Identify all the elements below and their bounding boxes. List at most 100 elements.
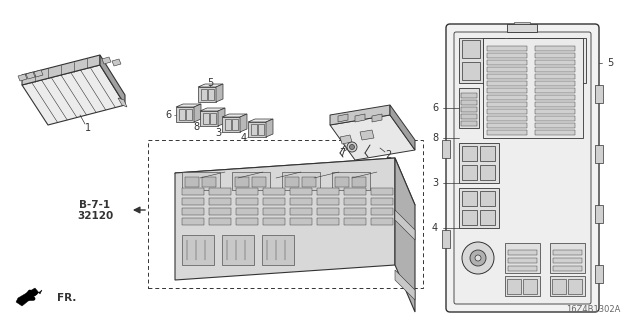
Bar [480,165,495,180]
Polygon shape [395,270,415,300]
Bar [480,210,495,225]
Polygon shape [222,114,247,117]
Bar [535,130,575,135]
Circle shape [462,242,494,274]
Polygon shape [198,84,223,87]
Bar [317,208,339,215]
Polygon shape [360,130,374,140]
Bar [535,95,575,100]
Bar [461,114,477,119]
Bar [302,177,316,187]
Bar [210,113,216,124]
Bar [507,279,521,294]
Bar [487,102,527,107]
Polygon shape [338,114,348,122]
Bar [483,62,501,80]
Bar [442,230,450,248]
Bar [290,188,312,195]
Bar [182,188,204,195]
Bar [507,24,537,32]
Bar [317,188,339,195]
Bar [290,208,312,215]
Polygon shape [218,108,225,126]
Bar [462,40,480,58]
Polygon shape [390,105,415,150]
Bar [371,218,393,225]
Bar [523,279,537,294]
Text: 3: 3 [215,128,221,138]
Bar [487,46,527,51]
Bar [344,208,366,215]
Text: 3: 3 [432,178,438,188]
Bar [182,235,214,265]
Bar [225,119,231,130]
Polygon shape [18,74,27,81]
Bar [512,43,582,48]
Circle shape [349,145,355,149]
Bar [512,51,582,56]
Bar [462,146,477,161]
Bar [459,38,504,83]
Text: 6: 6 [165,110,171,120]
Bar [263,198,285,205]
Bar [535,88,575,93]
Bar [371,188,393,195]
Bar [209,208,231,215]
Polygon shape [340,135,352,144]
Bar [487,81,527,86]
Polygon shape [118,98,127,107]
Text: 5: 5 [607,58,613,68]
Bar [462,210,477,225]
Polygon shape [176,104,201,107]
Bar [209,188,231,195]
Bar [209,218,231,225]
Bar [262,235,294,265]
Text: B-7-1: B-7-1 [79,200,111,210]
Bar [317,198,339,205]
Circle shape [470,250,486,266]
Polygon shape [395,158,415,312]
Bar [258,124,264,135]
Bar [535,46,575,51]
Bar [317,218,339,225]
Bar [553,258,582,263]
Bar [236,198,258,205]
Bar [508,38,586,83]
Bar [508,258,537,263]
Bar [535,67,575,72]
Bar [371,198,393,205]
Bar [182,218,204,225]
Bar [232,172,270,190]
Bar [252,177,266,187]
Polygon shape [200,111,218,126]
Bar [535,53,575,58]
Bar [442,140,450,158]
FancyBboxPatch shape [454,32,591,304]
Polygon shape [330,115,415,160]
Bar [459,143,499,183]
Bar [290,218,312,225]
Bar [461,107,477,112]
Bar [514,22,530,26]
Text: 4: 4 [432,223,438,233]
Bar [282,172,320,190]
Bar [186,109,192,120]
Bar [344,188,366,195]
Bar [553,250,582,255]
Bar [487,123,527,128]
Polygon shape [395,210,415,240]
Text: 32120: 32120 [77,211,113,221]
Bar [480,146,495,161]
Bar [535,74,575,79]
Bar [487,67,527,72]
Bar [595,145,603,163]
Polygon shape [330,105,390,125]
Bar [487,95,527,100]
Bar [208,89,214,100]
Text: 8: 8 [193,122,199,132]
Text: 1: 1 [85,123,91,133]
Bar [251,124,257,135]
Polygon shape [248,119,273,122]
Text: FR.: FR. [57,293,76,303]
Polygon shape [200,108,225,111]
